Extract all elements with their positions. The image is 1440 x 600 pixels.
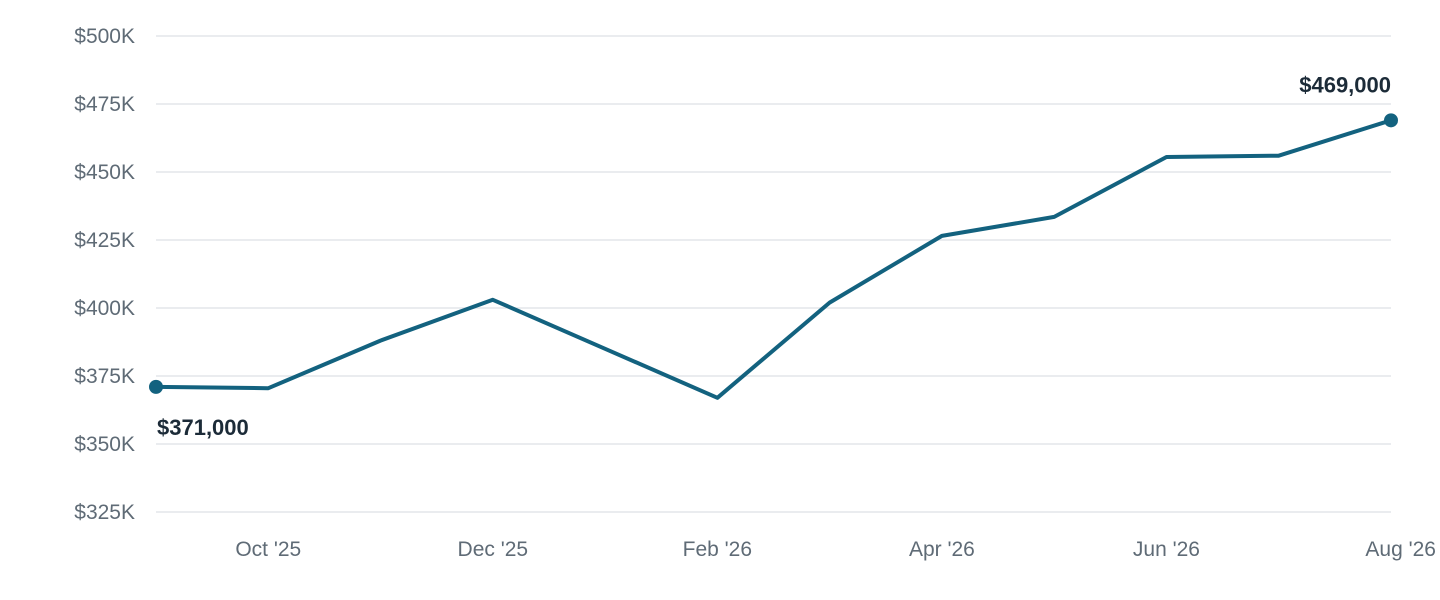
series-layer [154, 118, 1393, 400]
start-point-marker [149, 379, 163, 394]
y-tick-label: $325K [74, 501, 135, 524]
x-tick-label: Jun '26 [1133, 538, 1200, 561]
y-tick-label: $425K [74, 229, 135, 252]
y-tick-label: $400K [74, 297, 135, 320]
x-tick-label: Apr '26 [909, 538, 975, 561]
grid-lines [156, 35, 1391, 513]
y-tick-label: $350K [74, 433, 135, 456]
y-tick-label: $450K [74, 161, 135, 184]
x-tick-label: Oct '25 [235, 538, 301, 561]
y-tick-label: $475K [74, 93, 135, 116]
end-value-label: $469,000 [1299, 72, 1391, 97]
x-axis-ticks: Oct '25 Dec '25 Feb '26 Apr '26 Jun '26 Aug '… [235, 538, 1436, 561]
start-value-label: $371,000 [157, 415, 249, 440]
end-point-marker [1384, 113, 1398, 128]
y-tick-label: $375K [74, 365, 135, 388]
x-tick-label: Feb '26 [683, 538, 752, 561]
y-tick-label: $500K [74, 25, 135, 48]
x-tick-label: Dec '25 [458, 538, 529, 561]
x-tick-label: Aug '26 [1365, 538, 1436, 561]
series-line [154, 118, 1393, 400]
endpoint-markers [149, 113, 1398, 394]
y-axis-ticks: $325K $350K $375K $400K $425K $450K $475K $500K [74, 25, 135, 524]
